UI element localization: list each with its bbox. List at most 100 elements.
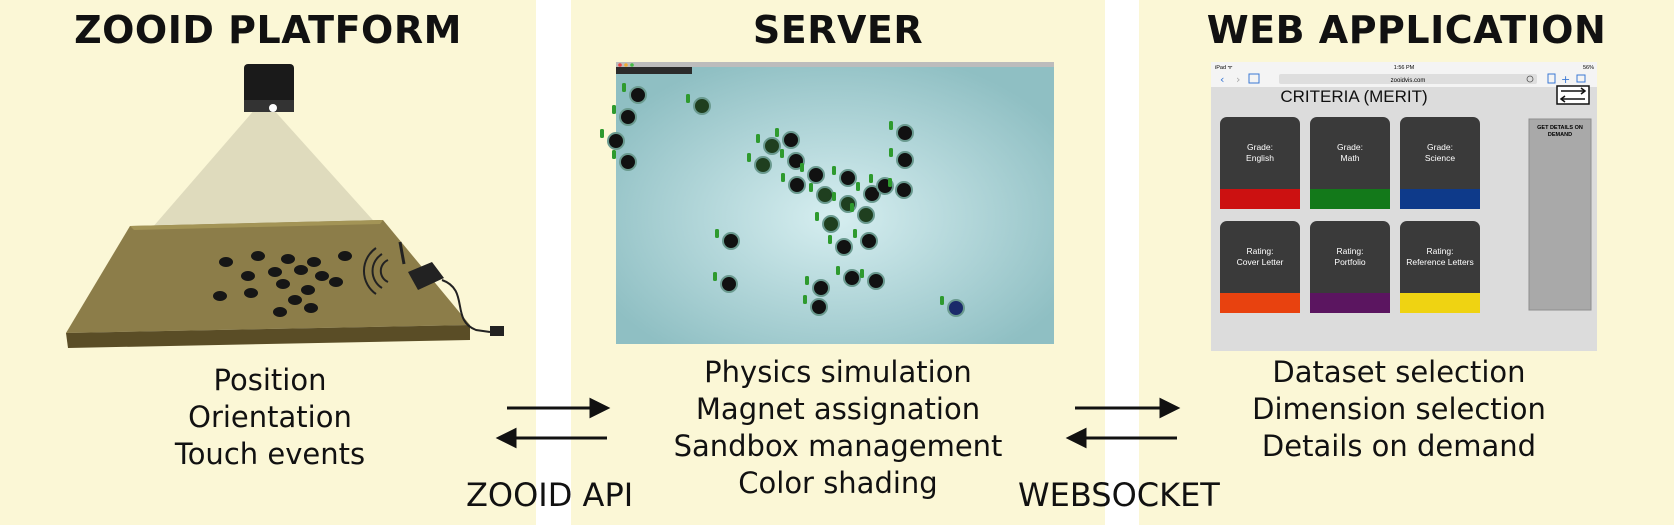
- server-simulation-screenshot: [600, 62, 1054, 344]
- feature-sandbox-management: Sandbox management: [673, 429, 1003, 463]
- feature-color-shading: Color shading: [738, 466, 938, 500]
- server-panel: SERVER Physics simulation Magnet assigna…: [571, 0, 1105, 525]
- status-battery: 56%: [1583, 65, 1594, 71]
- robot-status-indicator: [805, 276, 809, 285]
- robot-status-indicator: [803, 295, 807, 304]
- server-title: SERVER: [752, 8, 924, 52]
- robot-status-indicator: [889, 121, 893, 130]
- robot-marker: [822, 215, 840, 233]
- robot-marker: [619, 153, 637, 171]
- robot-marker: [857, 206, 875, 224]
- tabs-icon[interactable]: [1576, 74, 1586, 83]
- robot-marker: [763, 137, 781, 155]
- bookmarks-icon[interactable]: [1248, 73, 1260, 84]
- robot-status-indicator: [686, 94, 690, 103]
- robot-marker: [896, 124, 914, 142]
- tile-label-name: Science: [1425, 153, 1456, 163]
- robot-marker: [816, 186, 834, 204]
- forward-icon[interactable]: ›: [1236, 73, 1240, 86]
- tile-label-type: Grade:: [1337, 142, 1363, 152]
- criteria-tile[interactable]: Rating:Portfolio: [1310, 221, 1390, 313]
- robot-status-indicator: [832, 166, 836, 175]
- server-feature-list: Physics simulation Magnet assignation Sa…: [628, 354, 1048, 502]
- tile-label-name: Reference Letters: [1406, 257, 1474, 267]
- simulated-robots: [600, 83, 965, 317]
- websocket-label: WEBSOCKET: [1018, 476, 1220, 514]
- tile-label-name: Portfolio: [1334, 257, 1365, 267]
- robot-status-indicator: [713, 272, 717, 281]
- robot-status-indicator: [800, 163, 804, 172]
- wireless-receiver-icon: [363, 241, 504, 336]
- robot-status-indicator: [756, 134, 760, 143]
- robot-marker: [810, 298, 828, 316]
- robot-marker: [722, 232, 740, 250]
- tile-label-type: Rating:: [1427, 246, 1454, 256]
- status-left: iPad ᯤ: [1215, 65, 1234, 71]
- new-tab-icon[interactable]: +: [1561, 73, 1570, 86]
- criteria-tile[interactable]: Rating:Cover Letter: [1220, 221, 1300, 313]
- tile-color-band: [1400, 293, 1480, 313]
- tile-label-name: English: [1246, 153, 1274, 163]
- robot-status-indicator: [715, 229, 719, 238]
- robot-marker: [619, 108, 637, 126]
- tile-label-name: Math: [1341, 153, 1360, 163]
- robot-status-indicator: [828, 235, 832, 244]
- tile-label-type: Rating:: [1247, 246, 1274, 256]
- robot-marker: [629, 86, 647, 104]
- robot-status-indicator: [888, 178, 892, 187]
- robot-status-indicator: [889, 148, 893, 157]
- criteria-tiles: Grade:EnglishGrade:MathGrade:ScienceRati…: [1220, 117, 1480, 313]
- tile-label-type: Grade:: [1247, 142, 1273, 152]
- swap-button[interactable]: [1556, 85, 1590, 105]
- feature-position: Position: [213, 363, 327, 397]
- robot-marker: [788, 176, 806, 194]
- criteria-tile[interactable]: Grade:English: [1220, 117, 1300, 209]
- tile-label-name: Cover Letter: [1237, 257, 1284, 267]
- robot-marker: [835, 238, 853, 256]
- criteria-tile[interactable]: Rating:Reference Letters: [1400, 221, 1480, 313]
- robot-status-indicator: [747, 153, 751, 162]
- robot-status-indicator: [860, 269, 864, 278]
- criteria-tile[interactable]: Grade:Science: [1400, 117, 1480, 209]
- feature-touch-events: Touch events: [174, 437, 366, 471]
- projector-icon: [244, 64, 294, 112]
- details-button-line1: GET DETAILS ON: [1537, 125, 1583, 131]
- swap-icon: [1559, 87, 1587, 103]
- robot-marker: [895, 181, 913, 199]
- feature-physics-simulation: Physics simulation: [704, 355, 972, 389]
- robot-marker: [896, 151, 914, 169]
- table-surface: [66, 220, 470, 348]
- tile-color-band: [1310, 293, 1390, 313]
- feature-dataset-selection: Dataset selection: [1272, 355, 1526, 389]
- robot-status-indicator: [836, 266, 840, 275]
- url-text: zooidvis.com: [1391, 78, 1426, 84]
- robot-status-indicator: [856, 182, 860, 191]
- robot-marker: [782, 131, 800, 149]
- zooid-platform-title: ZOOID PLATFORM: [74, 8, 462, 52]
- url-bar[interactable]: [1279, 74, 1537, 84]
- zooid-platform-illustration: [66, 64, 504, 348]
- robot-status-indicator: [869, 174, 873, 183]
- tablet-page-title: CRITERIA (MERIT): [1280, 87, 1427, 106]
- criteria-tile[interactable]: Grade:Math: [1310, 117, 1390, 209]
- robot-marker: [863, 185, 881, 203]
- web-application-title: WEB APPLICATION: [1206, 8, 1607, 52]
- zooid-platform-panel: ZOOID PLATFORM: [0, 0, 536, 525]
- robot-marker: [812, 279, 830, 297]
- reload-icon[interactable]: [1526, 75, 1534, 83]
- tile-label-type: Rating:: [1337, 246, 1364, 256]
- back-icon[interactable]: ‹: [1220, 73, 1224, 86]
- robot-marker: [754, 156, 772, 174]
- robot-marker: [843, 269, 861, 287]
- robot-status-indicator: [622, 83, 626, 92]
- robot-status-indicator: [600, 129, 604, 138]
- share-icon[interactable]: [1547, 73, 1556, 84]
- robot-status-indicator: [853, 229, 857, 238]
- robot-status-indicator: [850, 203, 854, 212]
- robot-status-indicator: [612, 105, 616, 114]
- zooid-api-label: ZOOID API: [466, 476, 634, 514]
- feature-magnet-assignation: Magnet assignation: [695, 392, 981, 426]
- robot-status-indicator: [781, 173, 785, 182]
- feature-dimension-selection: Dimension selection: [1252, 392, 1546, 426]
- details-button-line2: DEMAND: [1548, 132, 1572, 138]
